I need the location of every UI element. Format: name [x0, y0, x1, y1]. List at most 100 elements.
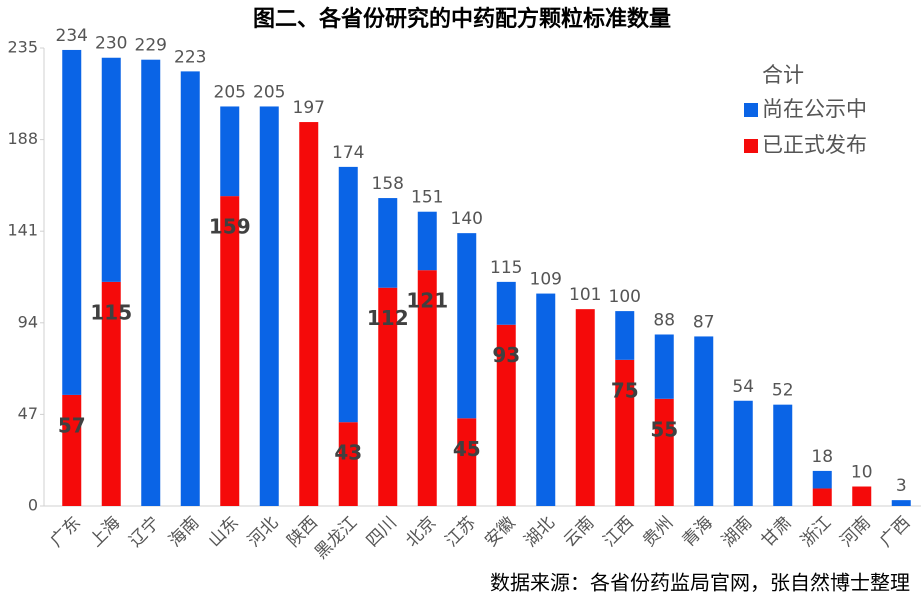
bar-segment [101, 57, 121, 282]
legend-label: 已正式发布 [762, 133, 867, 157]
legend-swatch [744, 103, 758, 117]
bar-segment [62, 394, 82, 506]
y-tick-label: 188 [7, 129, 38, 148]
bar-segment [852, 486, 872, 506]
x-tick-label: 上海 [86, 513, 124, 551]
total-label: 109 [530, 270, 562, 290]
segment-label: 121 [406, 289, 448, 313]
bar-segment [180, 71, 200, 506]
legend-title: 合计 [762, 63, 804, 87]
bar-segment [773, 404, 793, 506]
legend-swatch [744, 139, 758, 153]
x-tick-label: 安徽 [481, 513, 519, 551]
bar-segment [101, 281, 121, 506]
x-tick-label: 河南 [837, 513, 875, 551]
bar-segment [575, 309, 595, 506]
x-tick-label: 广西 [876, 513, 914, 551]
total-label: 234 [56, 26, 88, 46]
total-label: 229 [135, 36, 167, 56]
bar-segment [220, 196, 240, 507]
x-tick-label: 贵州 [639, 513, 677, 551]
x-tick-label: 河北 [244, 513, 282, 551]
segment-label: 159 [209, 215, 251, 239]
bar-segment [259, 106, 279, 507]
segment-label: 115 [90, 300, 132, 324]
bar-segment [654, 398, 674, 506]
x-tick-label: 青海 [679, 513, 717, 551]
x-tick-label: 四川 [363, 513, 401, 551]
bar-segment [615, 359, 635, 506]
total-label: 88 [653, 310, 675, 330]
total-label: 54 [732, 377, 754, 397]
y-tick-label: 47 [18, 404, 38, 423]
x-tick-label: 江苏 [442, 513, 480, 551]
bar-segment [338, 166, 358, 423]
bar-segment [812, 470, 832, 489]
bar-segment [654, 334, 674, 399]
x-tick-label: 浙江 [797, 513, 835, 551]
bar-segment [417, 211, 437, 271]
bar-segment [457, 233, 477, 419]
total-label: 100 [609, 287, 641, 307]
total-label: 101 [569, 285, 601, 305]
segment-label: 43 [334, 441, 362, 465]
total-label: 87 [693, 312, 715, 332]
source-note: 数据来源：各省份药监局官网，张自然博士整理 [490, 571, 910, 595]
y-tick-label: 141 [7, 221, 38, 240]
x-tick-label: 湖北 [521, 513, 559, 551]
total-label: 158 [372, 174, 404, 194]
x-tick-label: 云南 [560, 513, 598, 551]
total-label: 205 [214, 82, 246, 102]
bar-segment [378, 287, 398, 506]
total-label: 10 [851, 463, 873, 483]
x-tick-label: 海南 [165, 513, 203, 551]
bar-segment [378, 198, 398, 288]
legend-label: 尚在公示中 [762, 97, 867, 121]
total-label: 205 [253, 82, 285, 102]
total-label: 197 [293, 98, 325, 118]
x-tick-label: 北京 [402, 513, 440, 551]
bar-segment [62, 49, 82, 395]
total-label: 115 [490, 258, 522, 278]
total-label: 3 [896, 476, 907, 496]
bar-segment [141, 59, 161, 507]
segment-label: 93 [492, 343, 520, 367]
x-tick-label: 湖南 [718, 513, 756, 551]
bar-segment [615, 311, 635, 360]
bar-segment [299, 122, 319, 507]
bar-segment [536, 293, 556, 506]
x-tick-label: 黑龙江 [311, 513, 361, 563]
total-label: 223 [174, 47, 206, 67]
total-label: 18 [811, 447, 833, 467]
bar-segment [338, 422, 358, 506]
segment-label: 45 [453, 437, 481, 461]
bar-segment [496, 324, 516, 506]
x-tick-label: 辽宁 [126, 513, 164, 551]
segment-label: 112 [367, 306, 409, 330]
bar-segment [891, 500, 911, 506]
y-tick-label: 0 [28, 496, 38, 515]
bar-segment [220, 106, 240, 197]
total-label: 151 [411, 188, 443, 208]
total-label: 174 [332, 143, 364, 163]
segment-label: 75 [611, 378, 639, 402]
bar-segment [812, 488, 832, 506]
segment-label: 57 [58, 413, 86, 437]
segment-label: 55 [650, 417, 678, 441]
y-tick-label: 235 [7, 38, 38, 57]
x-tick-label: 山东 [205, 513, 243, 551]
bar-segment [417, 270, 437, 506]
chart-title: 图二、各省份研究的中药配方颗粒标准数量 [253, 6, 671, 32]
x-tick-label: 江西 [600, 513, 638, 551]
total-label: 140 [451, 209, 483, 229]
total-label: 52 [772, 381, 794, 401]
bar-segment [694, 336, 714, 506]
x-tick-label: 广东 [47, 513, 85, 551]
bar-segment [733, 400, 753, 506]
bar-segment [496, 281, 516, 325]
y-tick-label: 94 [18, 312, 38, 331]
x-tick-label: 甘肃 [758, 513, 796, 551]
bar-segment [457, 418, 477, 506]
total-label: 230 [95, 34, 127, 54]
